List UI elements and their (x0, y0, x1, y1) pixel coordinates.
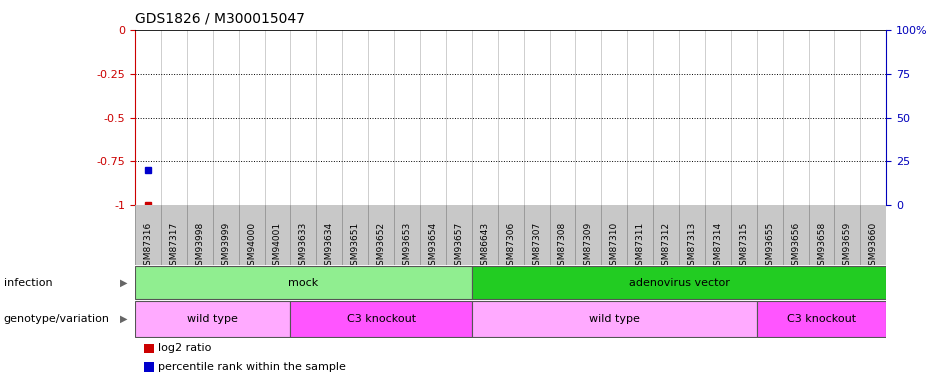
Text: wild type: wild type (588, 314, 640, 324)
Text: percentile rank within the sample: percentile rank within the sample (158, 362, 346, 372)
Text: mock: mock (289, 278, 318, 288)
Text: log2 ratio: log2 ratio (158, 344, 211, 353)
Text: genotype/variation: genotype/variation (4, 314, 110, 324)
Bar (290, 301, 472, 337)
Text: C3 knockout: C3 knockout (787, 314, 857, 324)
Bar (135, 301, 290, 337)
Bar (757, 301, 886, 337)
Bar (472, 301, 757, 337)
Text: wild type: wild type (187, 314, 238, 324)
Text: adenovirus vector: adenovirus vector (628, 278, 730, 288)
Text: infection: infection (4, 278, 52, 288)
Text: ▶: ▶ (120, 278, 128, 288)
Text: ▶: ▶ (120, 314, 128, 324)
Text: GDS1826 / M300015047: GDS1826 / M300015047 (135, 11, 304, 25)
Bar (135, 266, 472, 299)
Bar (472, 266, 886, 299)
Text: C3 knockout: C3 knockout (346, 314, 415, 324)
